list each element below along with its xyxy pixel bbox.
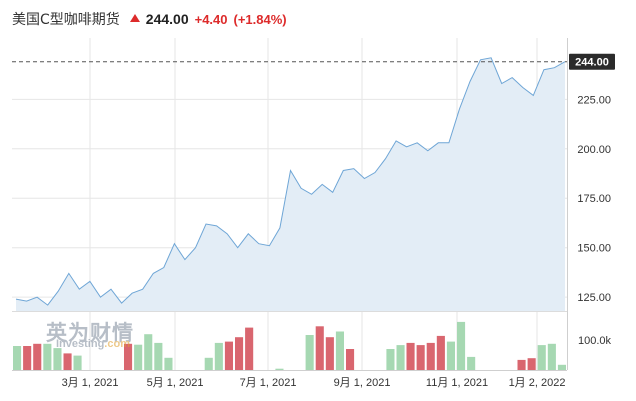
volume-bar (245, 327, 254, 370)
volume-bar (446, 341, 455, 370)
price-area (16, 57, 565, 311)
volume-bar (235, 337, 244, 370)
y-tick-label: 200.00 (577, 144, 611, 156)
last-price-badge: 244.00 (569, 53, 615, 70)
chart-header: 美国C型咖啡期货 244.00 +4.40 (+1.84%) (12, 8, 287, 30)
volume-bar (53, 348, 62, 370)
volume-bar (386, 349, 395, 370)
volume-bar (396, 345, 405, 370)
volume-bar (224, 341, 233, 370)
volume-bar (416, 345, 425, 370)
x-tick-label: 1月 2, 2022 (509, 377, 566, 389)
volume-bar (517, 359, 526, 370)
volume-bar (13, 346, 22, 370)
y-tick-label: 225.00 (577, 94, 611, 106)
volume-bar (346, 349, 355, 370)
price-change: +4.40 (194, 11, 228, 27)
volume-bar (335, 331, 344, 370)
y-tick-label: 175.00 (577, 193, 611, 205)
volume-bar (315, 326, 324, 370)
volume-bar (457, 321, 466, 370)
x-tick-label: 3月 1, 2021 (62, 377, 119, 389)
volume-bars (13, 321, 566, 370)
x-tick-label: 9月 1, 2021 (334, 377, 391, 389)
volume-bar (124, 343, 133, 370)
last-price: 244.00 (145, 11, 189, 27)
volume-bar (33, 343, 42, 370)
volume-bar (406, 342, 415, 370)
volume-bar (214, 342, 223, 370)
price-change-percent: (+1.84%) (233, 11, 287, 27)
x-tick-label: 5月 1, 2021 (147, 377, 204, 389)
volume-bar (426, 342, 435, 370)
x-axis-labels: 3月 1, 2021 5月 1, 2021 7月 1, 2021 9月 1, 2021… (62, 377, 566, 389)
y-tick-label: 150.00 (577, 243, 611, 255)
volume-bar (537, 345, 546, 370)
volume-tick-label: 100.0k (578, 335, 612, 347)
volume-bar (467, 356, 476, 370)
volume-bar (73, 355, 82, 370)
instrument-title: 美国C型咖啡期货 (12, 12, 120, 28)
volume-bar (436, 335, 445, 370)
up-arrow-icon (129, 14, 140, 22)
volume-bar (527, 358, 536, 370)
x-tick-label: 7月 1, 2021 (240, 377, 297, 389)
last-price-badge-text: 244.00 (575, 57, 609, 69)
volume-bar (204, 357, 213, 370)
volume-bar (305, 335, 314, 370)
volume-bar (164, 357, 173, 370)
volume-bar (557, 364, 566, 370)
volume-bar (275, 368, 284, 370)
volume-bar (325, 337, 334, 370)
price-line (15, 57, 566, 306)
y-axis-labels: 125.00 150.00 175.00 200.00 225.00 100.0k (577, 94, 611, 347)
volume-bar (134, 344, 143, 370)
volume-bar (144, 334, 153, 370)
volume-bar (547, 343, 556, 370)
y-tick-label: 125.00 (577, 292, 611, 304)
volume-bar (154, 342, 163, 370)
volume-bar (63, 353, 72, 370)
volume-bar (43, 343, 52, 370)
volume-bar (23, 346, 32, 370)
x-tick-label: 11月 1, 2021 (426, 377, 488, 389)
